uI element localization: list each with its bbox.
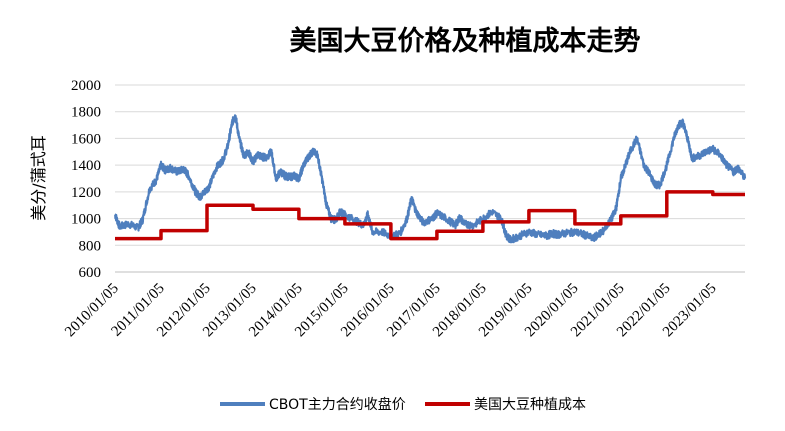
chart-title: 美国大豆价格及种植成本走势 [290,25,641,57]
x-axis: 2010/01/052011/01/052012/01/052013/01/05… [62,281,719,341]
legend-label-price: CBOT主力合约收盘价 [269,396,406,413]
series-line-price [114,114,747,244]
y-tick-label: 1000 [71,212,101,228]
legend-label-cost: 美国大豆种植成本 [474,397,586,413]
y-tick-label: 1600 [71,131,101,147]
y-tick-label: 800 [79,238,102,254]
y-tick-label: 1400 [71,158,101,174]
series-line-cost [115,190,745,241]
y-axis: 600 800 1000 1200 1400 1600 1800 2000 [71,78,101,281]
series-group [114,114,747,244]
y-tick-label: 600 [79,265,102,281]
y-tick-label: 1200 [71,185,101,201]
legend: CBOT主力合约收盘价 美国大豆种植成本 [220,396,586,413]
y-tick-label: 2000 [71,78,101,94]
y-tick-label: 1800 [71,105,101,121]
y-axis-label: 美分/蒲式耳 [29,135,48,220]
